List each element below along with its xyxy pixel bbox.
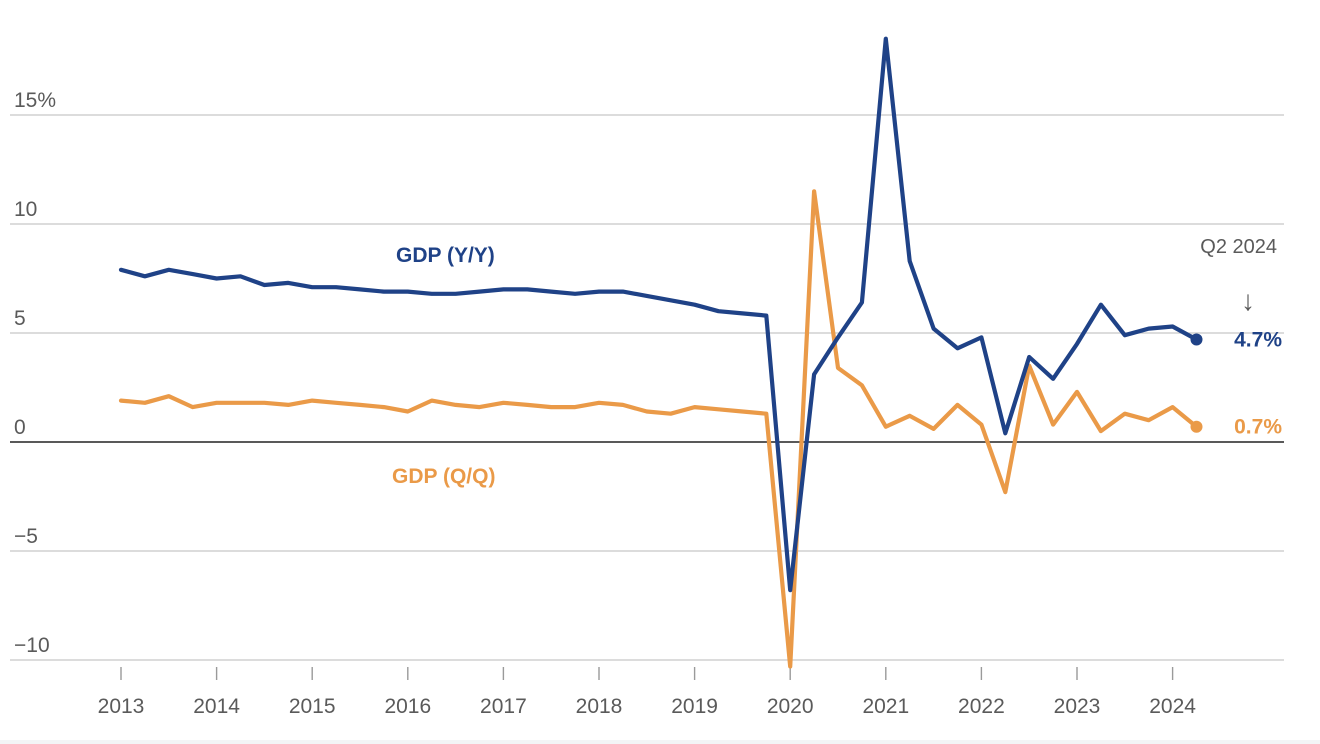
series-line-gdp-qq: [118, 189, 1199, 669]
end-marker-gdp-yy: [1190, 333, 1203, 346]
gridlines: [10, 114, 1284, 661]
series-label-gdp-qq: GDP (Q/Q): [392, 465, 495, 488]
bottom-divider: [0, 740, 1320, 744]
series-line-gdp-yy: [118, 36, 1199, 593]
x-tick-label: 2024: [1149, 695, 1196, 718]
y-axis-ticks: 15% 10 5 0 −5 −10: [14, 89, 56, 657]
series-labels: GDP (Y/Y) GDP (Q/Q): [392, 244, 495, 488]
annotation-label: Q2 2024: [1200, 236, 1277, 258]
annotation-arrow-icon: ↓: [1241, 285, 1255, 316]
end-value-gdp-qq: 0.7%: [1234, 416, 1282, 439]
y-tick-label: 0: [14, 416, 26, 439]
x-tick-label: 2017: [480, 695, 527, 718]
x-tick-label: 2015: [289, 695, 336, 718]
x-tick-label: 2020: [767, 695, 814, 718]
x-axis: 2013 2014 2015 2016 2017 2018 2019 2020 2021 2022…: [98, 667, 1196, 718]
series-lines: [118, 36, 1199, 669]
x-tick-label: 2019: [671, 695, 718, 718]
x-tick-label: 2013: [98, 695, 145, 718]
series-end-markers: 4.7% 0.7%: [1190, 329, 1282, 439]
end-value-gdp-yy: 4.7%: [1234, 329, 1282, 352]
y-tick-label: −10: [14, 634, 50, 657]
y-tick-label: −5: [14, 525, 38, 548]
x-tick-label: 2018: [576, 695, 623, 718]
y-tick-label: 15%: [14, 89, 56, 112]
y-tick-label: 10: [14, 198, 37, 221]
x-tick-label: 2016: [384, 695, 431, 718]
end-marker-gdp-qq: [1190, 420, 1203, 433]
latest-quarter-annotation: Q2 2024 ↓: [1200, 236, 1277, 316]
y-tick-label: 5: [14, 307, 26, 330]
x-tick-label: 2014: [193, 695, 240, 718]
x-tick-label: 2021: [862, 695, 909, 718]
series-label-gdp-yy: GDP (Y/Y): [396, 244, 495, 267]
x-tick-label: 2023: [1054, 695, 1101, 718]
x-tick-label: 2022: [958, 695, 1005, 718]
